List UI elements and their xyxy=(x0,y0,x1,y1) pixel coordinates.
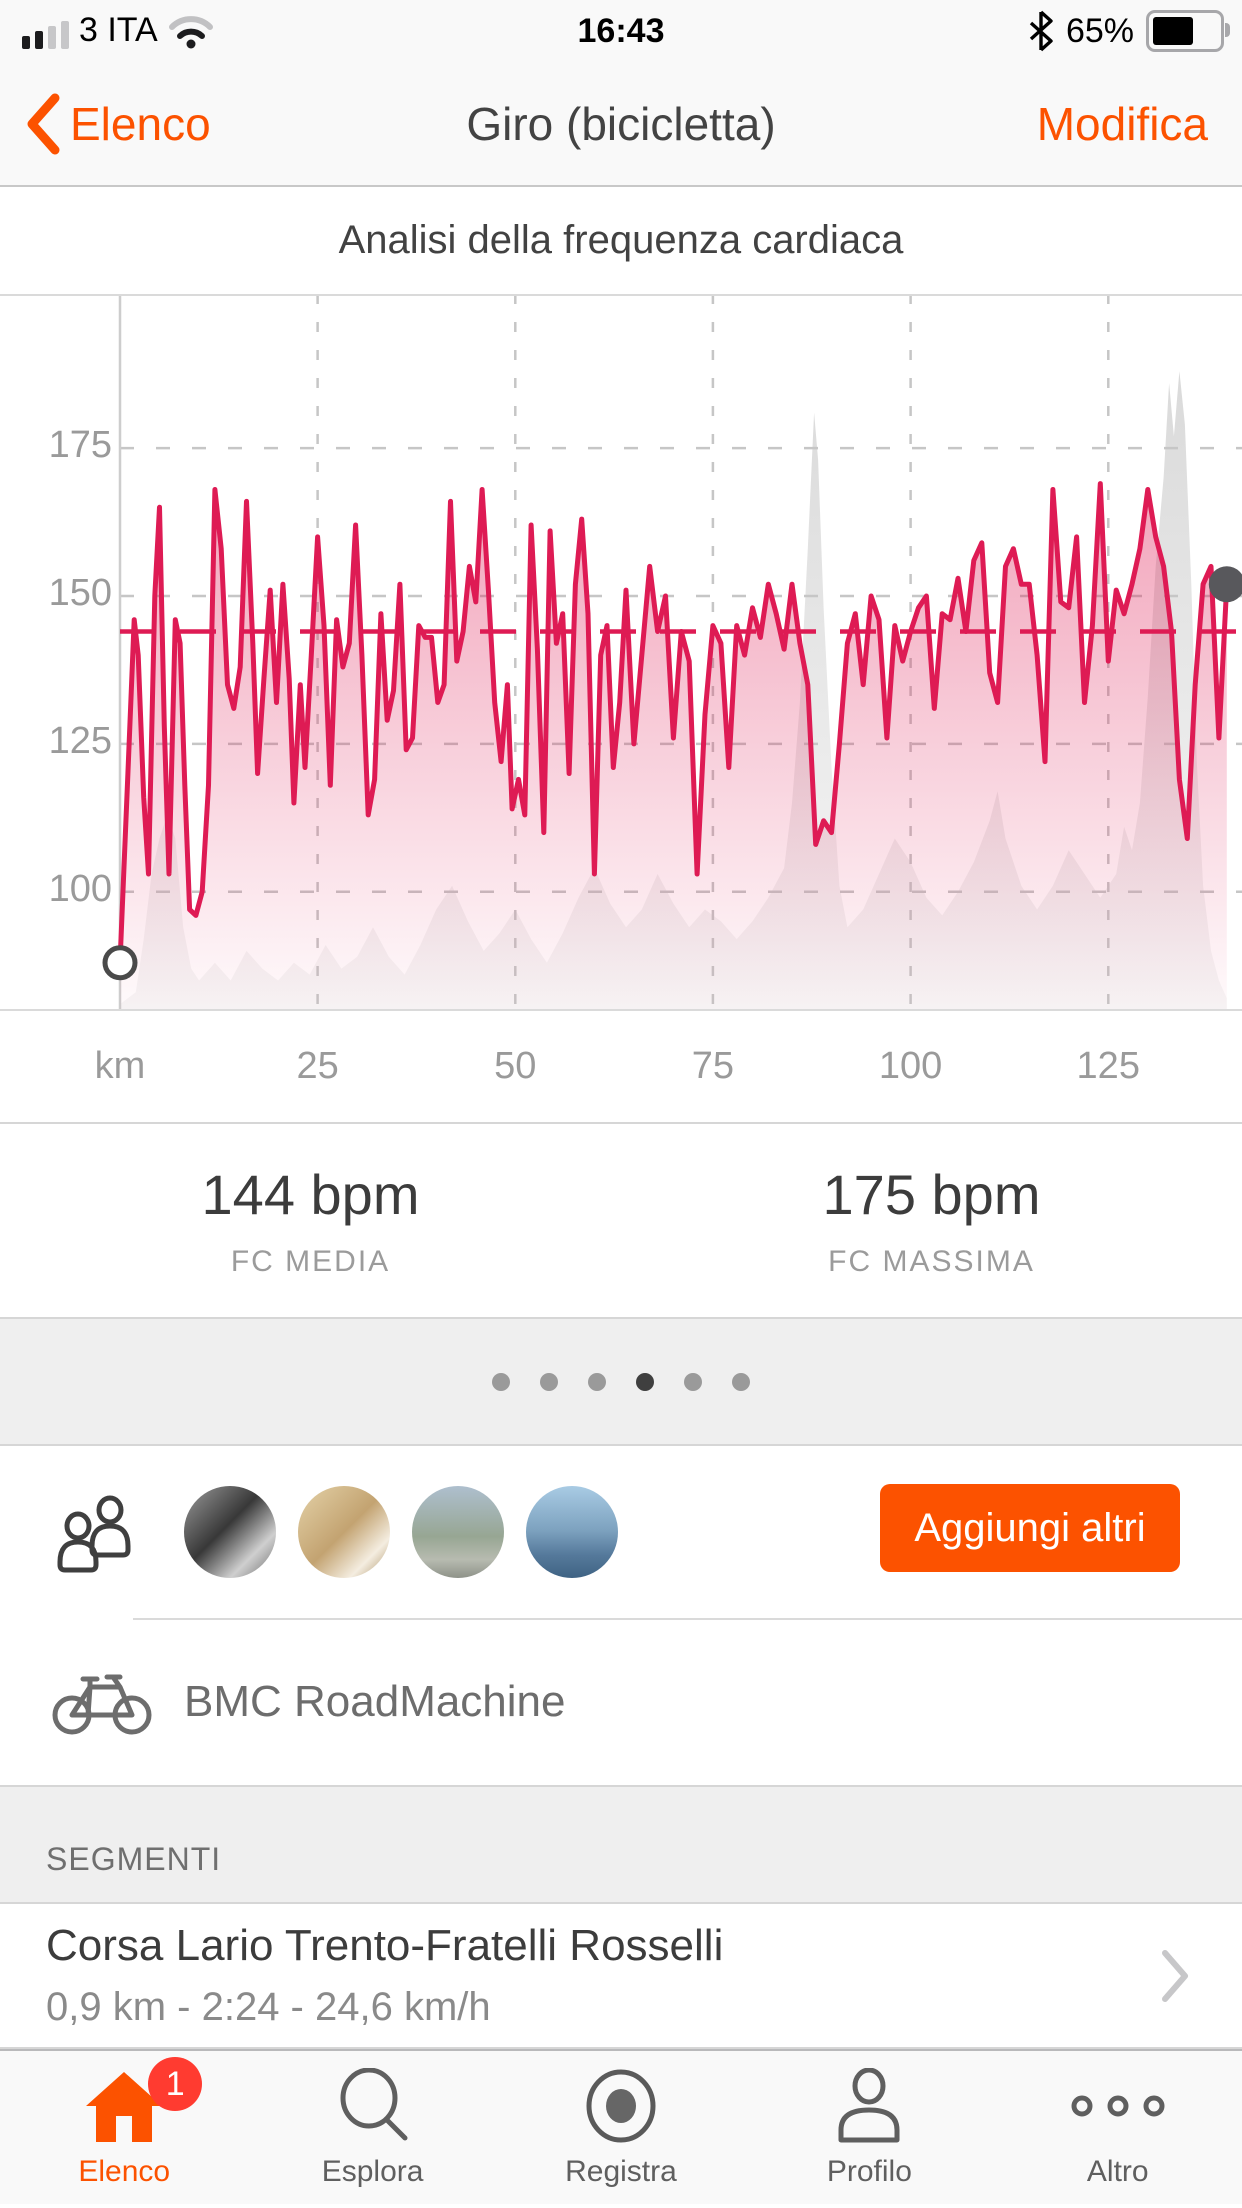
tab-label: Elenco xyxy=(78,2155,171,2188)
tab-label: Registra xyxy=(565,2155,677,2188)
bike-name: BMC RoadMachine xyxy=(184,1676,566,1726)
magnifier-icon xyxy=(340,2068,408,2141)
nav-bar: Elenco Giro (bicicletta) Modifica xyxy=(0,62,1242,187)
status-bar: 3 ITA 16:43 65% xyxy=(0,0,1242,62)
athlete-avatar[interactable] xyxy=(298,1486,390,1578)
battery-icon xyxy=(1146,10,1230,52)
tab-altro[interactable]: Altro xyxy=(994,2051,1242,2204)
athlete-avatar[interactable] xyxy=(184,1486,276,1578)
tab-esplora[interactable]: Esplora xyxy=(248,2051,496,2204)
road-bike-icon xyxy=(52,1674,152,1734)
wifi-icon xyxy=(168,16,213,49)
x-tick-label: 75 xyxy=(691,1045,735,1087)
edit-button[interactable]: Modifica xyxy=(1036,97,1208,150)
page-dot[interactable] xyxy=(492,1372,510,1391)
segment-stats: 0,9 km - 2:24 - 24,6 km/h xyxy=(46,1985,491,2029)
page-dot-active[interactable] xyxy=(636,1372,654,1391)
segment-row[interactable]: Corsa Lario Trento-Fratelli Rosselli 0,9… xyxy=(0,1904,1242,2049)
athlete-avatars xyxy=(184,1486,618,1578)
back-button[interactable]: Elenco xyxy=(26,93,211,155)
page-title: Giro (bicicletta) xyxy=(466,97,776,150)
tab-label: Esplora xyxy=(321,2155,424,2188)
x-tick-label: 100 xyxy=(878,1045,943,1087)
chart-x-axis: km 25 50 75 100 125 xyxy=(0,1011,1242,1124)
chart-title: Analisi della frequenza cardiaca xyxy=(0,187,1242,294)
tab-registra[interactable]: Registra xyxy=(497,2051,745,2204)
back-button-label: Elenco xyxy=(70,97,211,150)
notification-badge: 1 xyxy=(148,2057,203,2111)
add-others-button[interactable]: Aggiungi altri xyxy=(880,1484,1180,1572)
tab-elenco[interactable]: 1 Elenco xyxy=(0,2051,248,2204)
chevron-left-icon xyxy=(27,93,60,154)
x-tick-label: 25 xyxy=(296,1045,339,1087)
y-tick-label: 100 xyxy=(48,867,112,910)
clock: 16:43 xyxy=(577,11,665,50)
segment-title: Corsa Lario Trento-Fratelli Rosselli xyxy=(46,1921,724,1970)
signal-bars-icon xyxy=(22,21,69,49)
battery-percent-label: 65% xyxy=(1065,11,1134,50)
tab-label: Altro xyxy=(1086,2155,1149,2188)
segments-header: SEGMENTI xyxy=(0,1785,1242,1904)
page-dot[interactable] xyxy=(732,1372,750,1391)
y-tick-label: 125 xyxy=(48,719,112,762)
stat-average: 144 bpm FC MEDIA xyxy=(0,1124,621,1317)
stat-max: 175 bpm FC MASSIMA xyxy=(621,1124,1242,1317)
chevron-right-icon xyxy=(1162,1949,1188,2002)
athlete-avatar[interactable] xyxy=(412,1486,504,1578)
athlete-avatar[interactable] xyxy=(526,1486,618,1578)
athletes-row: Aggiungi altri xyxy=(0,1446,1242,1618)
people-group-icon xyxy=(57,1495,131,1573)
gear-row[interactable]: BMC RoadMachine xyxy=(0,1618,1242,1785)
page-dot[interactable] xyxy=(588,1372,606,1391)
person-icon xyxy=(838,2068,900,2143)
y-tick-label: 150 xyxy=(48,572,112,614)
bluetooth-icon xyxy=(1029,10,1053,52)
segments-header-label: SEGMENTI xyxy=(46,1841,222,1877)
y-tick-label: 175 xyxy=(48,424,112,467)
ellipsis-icon xyxy=(1071,2095,1165,2117)
max-hr-label: FC MASSIMA xyxy=(828,1245,1035,1278)
max-hr-value: 175 bpm xyxy=(822,1163,1041,1226)
tab-bar: 1 Elenco Esplora Registra Profilo xyxy=(0,2049,1242,2204)
x-tick-label: 50 xyxy=(494,1045,537,1087)
house-icon xyxy=(86,2072,163,2142)
avg-hr-value: 144 bpm xyxy=(201,1163,420,1226)
tab-profilo[interactable]: Profilo xyxy=(745,2051,993,2204)
heart-rate-plot[interactable] xyxy=(0,294,1242,1011)
page-dot[interactable] xyxy=(684,1372,702,1391)
record-icon xyxy=(586,2069,656,2143)
page-dot[interactable] xyxy=(540,1372,558,1391)
x-tick-label: 125 xyxy=(1076,1045,1140,1087)
heart-rate-chart[interactable]: 100 125 150 175 xyxy=(0,294,1242,1011)
carrier-label: 3 ITA xyxy=(79,11,158,49)
page-indicator[interactable] xyxy=(0,1319,1242,1446)
x-tick-label: km xyxy=(94,1045,146,1087)
heart-rate-stats: 144 bpm FC MEDIA 175 bpm FC MASSIMA xyxy=(0,1124,1242,1319)
avg-hr-label: FC MEDIA xyxy=(230,1245,391,1278)
tab-label: Profilo xyxy=(826,2155,912,2188)
